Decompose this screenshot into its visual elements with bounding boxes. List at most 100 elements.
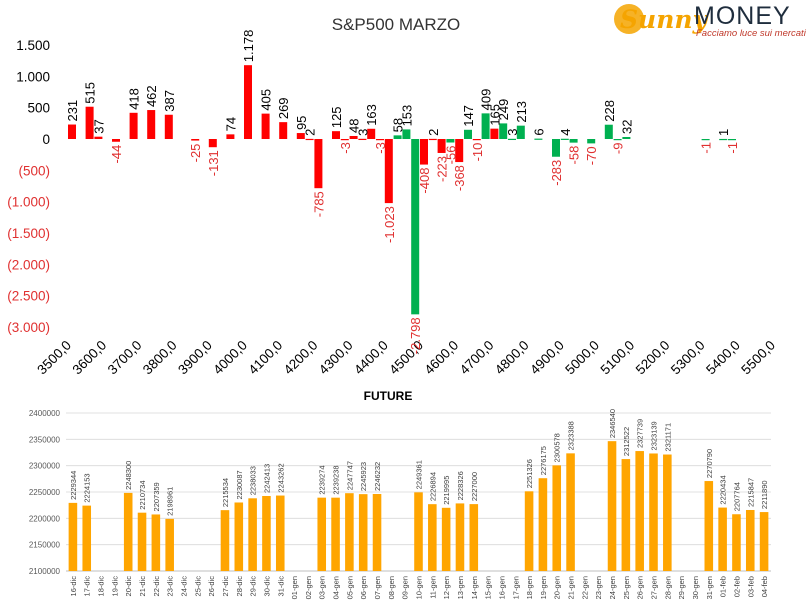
x-tick-label: 13-gen: [456, 576, 465, 599]
data-label: 2239238: [332, 465, 341, 494]
data-label: 387: [162, 90, 177, 112]
bar: [420, 139, 428, 165]
x-tick-label: 3500,0: [34, 338, 74, 378]
bar: [317, 497, 327, 571]
x-tick-label: 29-dic: [249, 576, 258, 597]
x-tick-label: 27-dic: [221, 576, 230, 597]
bar: [428, 138, 437, 141]
bar: [516, 125, 525, 139]
x-tick-label: 26-gen: [636, 576, 645, 599]
x-tick-label: 25-dic: [193, 576, 202, 597]
bar: [279, 122, 288, 139]
bar: [261, 113, 270, 139]
bar: [490, 128, 499, 139]
data-label: 4: [558, 129, 573, 136]
bar: [613, 139, 622, 141]
bar: [560, 138, 569, 140]
bar: [314, 139, 323, 189]
bar: [464, 129, 472, 139]
data-label: -223: [435, 156, 450, 182]
x-tick-label: 01-gen: [290, 576, 299, 599]
y-tick-label: 2100000: [29, 567, 61, 576]
x-tick-label: 09-gen: [401, 576, 410, 599]
data-label: -785: [311, 191, 326, 217]
x-tick-label: 4300,0: [316, 338, 356, 378]
x-tick-label: 07-gen: [373, 576, 382, 599]
data-label: 2247747: [345, 461, 354, 490]
x-tick-label: 05-gen: [345, 576, 354, 599]
bar: [393, 135, 402, 139]
y-tick-label: (3.000): [7, 320, 50, 335]
data-label: 125: [329, 106, 344, 128]
x-tick-label: 26-dic: [207, 576, 216, 597]
x-tick-label: 21-dic: [138, 576, 147, 597]
data-label: 2300578: [553, 433, 562, 462]
data-label: 269: [276, 97, 291, 119]
data-label: -70: [584, 146, 599, 165]
data-label: -10: [470, 143, 485, 162]
y-axis-ticks: 1.500 1.000 500 0 (500) (1.000) (1.500) (2.000)…: [7, 38, 50, 335]
x-tick-label: 5400,0: [703, 338, 743, 378]
data-label: 2: [303, 129, 318, 136]
bar: [137, 512, 147, 571]
x-tick-label: 17-gen: [511, 576, 520, 599]
data-label: 2224153: [83, 473, 92, 502]
y-tick-label: 2350000: [29, 435, 61, 444]
bar: [411, 139, 420, 315]
data-labels: 2229344 2224153 2248300 2210734 2207359 21989…: [69, 409, 769, 516]
x-tick-label: 17-dic: [83, 576, 92, 597]
data-label: -1.023: [382, 206, 397, 243]
data-label: -408: [417, 168, 432, 194]
data-label: -3: [338, 142, 353, 154]
bar: [719, 138, 728, 141]
bar: [534, 138, 543, 140]
x-axis-ticks: 16-dic 17-dic 18-dic 19-dic 20-dic 21-dic 22-d…: [69, 576, 769, 600]
x-tick-label: 5300,0: [668, 338, 708, 378]
bar: [349, 135, 358, 139]
x-tick-label: 10-gen: [415, 576, 424, 599]
data-label: 2321171: [663, 423, 672, 452]
data-label: 147: [461, 105, 476, 127]
data-label: 2215534: [221, 478, 230, 507]
bar: [82, 505, 92, 571]
data-label: 2198961: [166, 487, 175, 516]
bar: [745, 509, 755, 571]
x-tick-label: 06-gen: [359, 576, 368, 599]
bar: [587, 139, 596, 144]
bar: [552, 465, 562, 571]
x-tick-label: 4700,0: [457, 338, 497, 378]
bar: [345, 493, 354, 571]
y-tick-label: 0: [42, 132, 50, 147]
bar: [220, 510, 230, 571]
x-tick-label: 4400,0: [351, 338, 391, 378]
bar: [728, 139, 736, 141]
data-label: -25: [188, 144, 203, 163]
data-label: 2215847: [746, 478, 755, 507]
bar: [566, 453, 575, 571]
data-label: 418: [127, 88, 142, 110]
data-label: 48: [347, 119, 362, 133]
bar: [331, 497, 340, 571]
bar: [552, 139, 560, 157]
data-label: 1: [716, 129, 731, 136]
bar: [607, 441, 617, 571]
x-tick-label: 03-gen: [318, 576, 327, 599]
bar: [621, 459, 631, 571]
bar: [165, 518, 174, 571]
y-tick-label: 2300000: [29, 462, 61, 471]
x-tick-label: 16-dic: [69, 576, 78, 597]
bar: [208, 139, 217, 148]
data-label: 462: [144, 85, 159, 107]
y-tick-label: (1.500): [7, 226, 50, 241]
x-tick-label: 02-feb: [732, 576, 741, 597]
x-tick-label: 03-feb: [746, 576, 755, 597]
y-axis-ticks: 2100000 2150000 2200000 2250000 2300000 23500…: [29, 409, 61, 576]
y-tick-label: 2400000: [29, 409, 61, 418]
logo-sunny-text: Sunny: [620, 5, 708, 34]
bar: [622, 136, 631, 139]
x-tick-label: 23-dic: [166, 576, 175, 597]
x-tick-label: 3600,0: [70, 338, 110, 378]
future-bar-chart: FUTURE 2100000 2150000 2200000 2250000 23000…: [29, 389, 771, 599]
bar: [469, 504, 479, 571]
